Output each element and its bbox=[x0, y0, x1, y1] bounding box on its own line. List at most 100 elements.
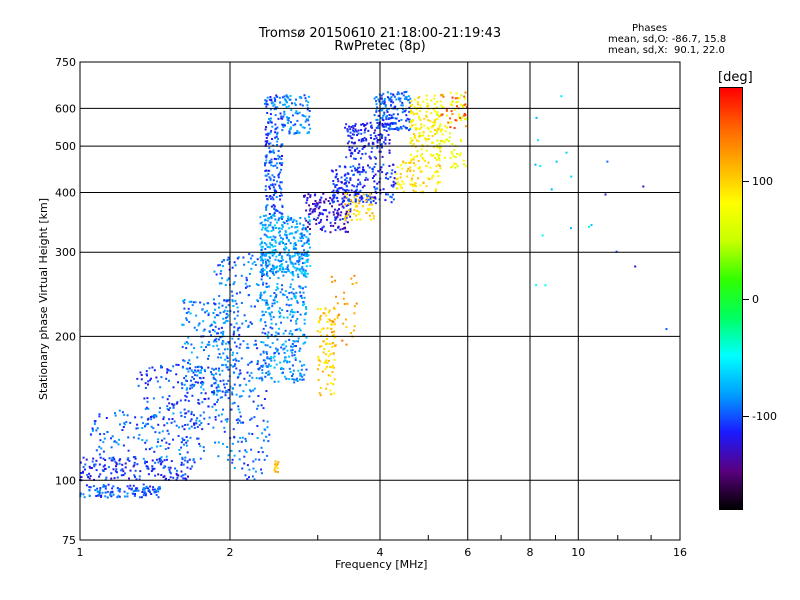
data-point bbox=[102, 450, 105, 453]
data-point bbox=[299, 313, 302, 316]
data-point bbox=[400, 104, 403, 107]
data-point bbox=[341, 205, 344, 208]
data-point bbox=[287, 239, 290, 241]
data-point bbox=[193, 384, 196, 386]
data-point bbox=[306, 104, 309, 107]
data-point bbox=[317, 307, 320, 310]
data-point bbox=[381, 100, 384, 103]
data-point bbox=[117, 494, 120, 497]
data-point bbox=[298, 257, 301, 260]
data-point bbox=[106, 496, 109, 499]
data-point bbox=[321, 226, 324, 229]
data-point bbox=[166, 422, 169, 425]
data-point bbox=[278, 260, 281, 263]
data-point bbox=[98, 490, 101, 493]
data-point bbox=[218, 373, 221, 376]
data-point bbox=[265, 364, 268, 367]
data-point bbox=[231, 354, 234, 357]
data-point bbox=[239, 372, 242, 375]
data-point bbox=[134, 493, 136, 495]
data-point bbox=[396, 108, 399, 111]
data-point bbox=[384, 105, 387, 108]
data-point bbox=[390, 104, 392, 107]
data-point bbox=[266, 303, 269, 306]
data-point bbox=[88, 477, 91, 480]
data-point bbox=[590, 224, 593, 227]
data-point bbox=[331, 323, 334, 326]
data-point bbox=[270, 357, 272, 360]
data-point bbox=[413, 106, 416, 109]
data-point bbox=[134, 469, 137, 472]
data-point bbox=[446, 138, 449, 141]
data-point bbox=[189, 363, 192, 366]
data-point bbox=[281, 266, 284, 269]
data-point bbox=[118, 438, 120, 441]
data-point bbox=[303, 273, 306, 276]
data-point bbox=[189, 467, 192, 470]
data-point bbox=[420, 123, 423, 126]
data-point bbox=[233, 311, 236, 314]
data-point bbox=[414, 112, 417, 115]
data-point bbox=[397, 97, 400, 100]
data-point bbox=[183, 428, 186, 431]
data-point bbox=[145, 370, 148, 373]
data-point bbox=[279, 112, 282, 115]
data-point bbox=[270, 102, 273, 105]
data-point bbox=[279, 181, 282, 184]
data-point bbox=[357, 132, 360, 135]
data-point bbox=[285, 267, 288, 270]
data-point bbox=[299, 360, 302, 363]
data-point bbox=[357, 183, 360, 186]
data-point bbox=[265, 303, 268, 306]
data-point bbox=[276, 106, 279, 109]
data-point bbox=[413, 182, 416, 185]
data-point bbox=[307, 193, 310, 196]
data-point bbox=[274, 164, 277, 167]
data-point bbox=[88, 472, 91, 475]
data-point bbox=[382, 119, 385, 122]
data-point bbox=[294, 297, 297, 300]
data-point bbox=[266, 132, 269, 135]
data-point bbox=[111, 435, 114, 438]
data-point bbox=[366, 195, 369, 198]
data-point bbox=[94, 420, 97, 422]
data-point bbox=[295, 98, 297, 101]
data-point bbox=[331, 345, 334, 348]
data-point bbox=[281, 267, 284, 270]
data-point bbox=[261, 228, 264, 231]
data-point bbox=[91, 427, 94, 430]
data-point bbox=[219, 380, 222, 383]
data-point bbox=[383, 102, 386, 105]
data-point bbox=[276, 286, 279, 289]
data-point bbox=[459, 138, 462, 141]
data-point bbox=[329, 221, 332, 224]
data-point bbox=[345, 195, 348, 198]
data-point bbox=[272, 249, 275, 252]
data-point bbox=[343, 165, 346, 168]
data-point bbox=[373, 138, 376, 140]
data-point bbox=[456, 97, 459, 100]
data-point bbox=[186, 423, 189, 426]
data-point bbox=[349, 131, 352, 134]
data-point bbox=[432, 108, 435, 111]
data-point bbox=[167, 408, 170, 411]
data-point bbox=[248, 272, 251, 275]
data-point bbox=[132, 456, 135, 459]
data-point bbox=[272, 228, 275, 231]
data-point bbox=[266, 271, 269, 273]
data-point bbox=[280, 181, 283, 184]
data-point bbox=[269, 120, 272, 122]
data-point bbox=[286, 222, 289, 225]
data-point bbox=[291, 316, 294, 318]
data-point bbox=[128, 477, 130, 480]
data-point bbox=[281, 255, 284, 258]
data-point bbox=[167, 369, 170, 372]
data-point bbox=[330, 327, 333, 330]
data-point bbox=[256, 425, 259, 427]
data-point bbox=[119, 488, 122, 491]
data-point bbox=[92, 485, 95, 487]
data-point bbox=[218, 282, 221, 285]
data-point bbox=[433, 103, 436, 105]
data-point bbox=[239, 369, 242, 372]
data-point bbox=[345, 123, 348, 126]
